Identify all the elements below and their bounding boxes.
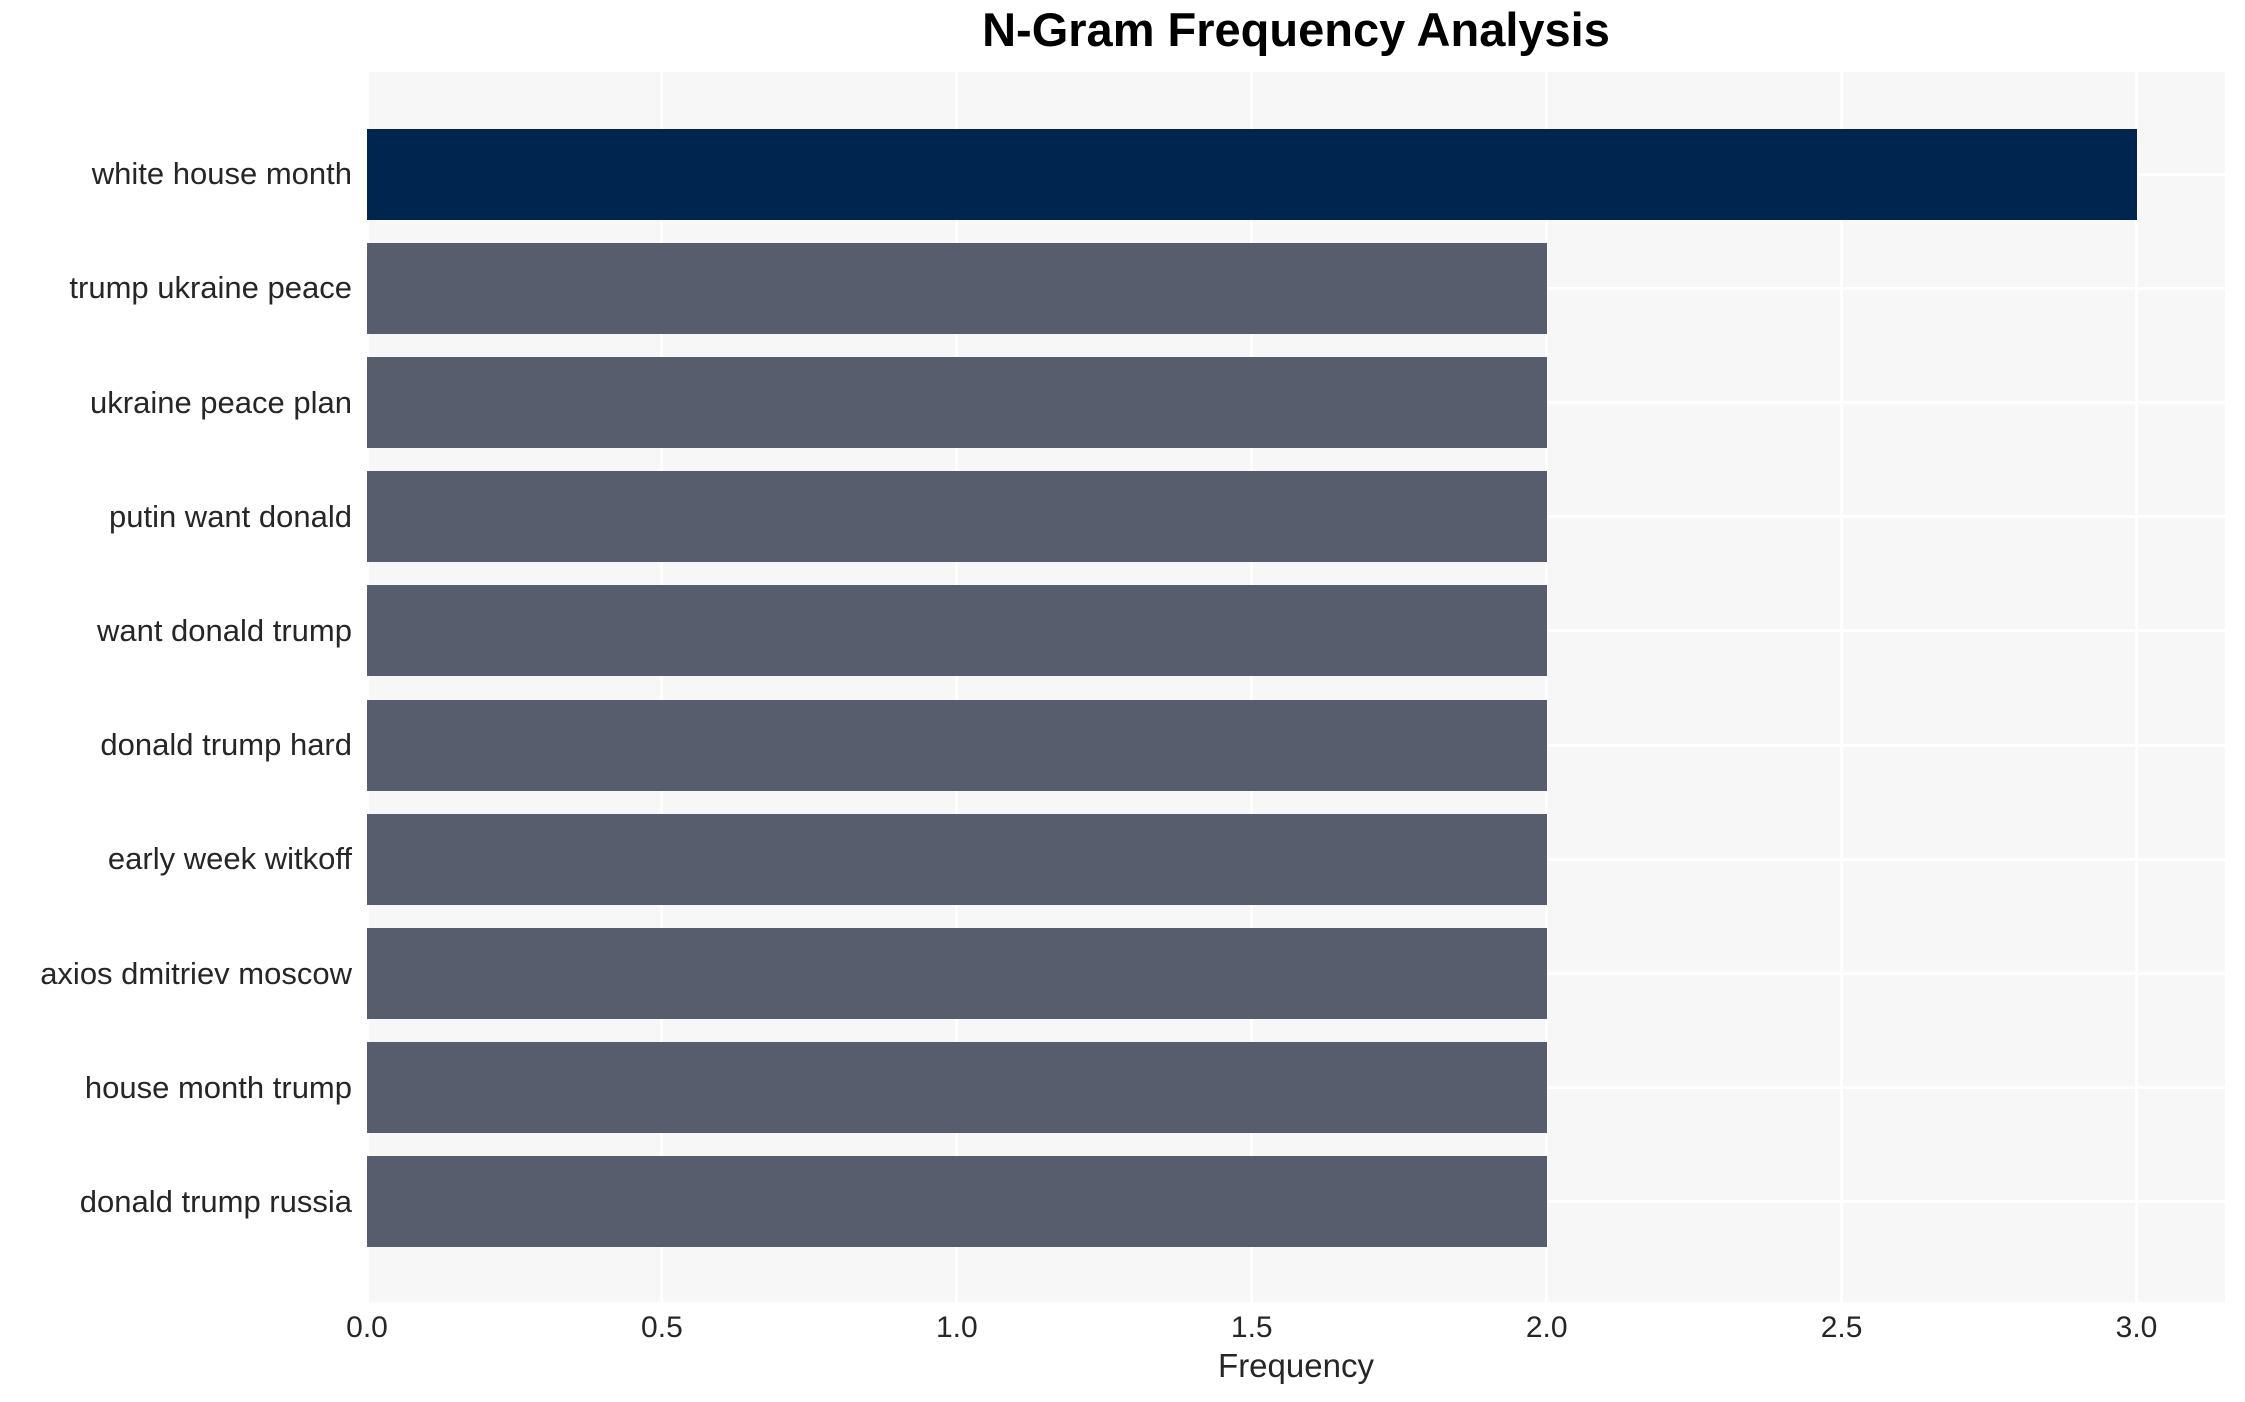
x-tick-label: 2.0	[1525, 1311, 1568, 1344]
bar-early-week-witkoff	[367, 813, 1547, 905]
category-label: early week witkoff	[107, 841, 352, 877]
x-tick-label: 3.0	[2115, 1311, 2158, 1344]
category-label: donald trump russia	[79, 1183, 352, 1219]
category-label: donald trump hard	[100, 727, 352, 763]
x-gridline	[1250, 72, 1254, 1302]
x-gridline	[2135, 72, 2139, 1302]
chart-title: N-Gram Frequency Analysis	[982, 3, 1610, 56]
category-label: white house month	[91, 156, 352, 192]
category-label: ukraine peace plan	[90, 384, 352, 420]
x-tick-label: 1.5	[1230, 1311, 1273, 1344]
x-gridline	[660, 72, 664, 1302]
x-tick-label: 0.5	[641, 1311, 683, 1344]
x-tick-label: 1.0	[935, 1311, 978, 1344]
bar-house-month-trump	[367, 1042, 1547, 1134]
x-gridline	[1840, 72, 1844, 1302]
category-label: axios dmitriev moscow	[40, 955, 352, 991]
bar-putin-want-donald	[367, 471, 1547, 563]
bar-trump-ukraine-peace	[367, 242, 1547, 334]
x-tick-label: 2.5	[1820, 1311, 1863, 1344]
category-label: trump ukraine peace	[69, 270, 352, 306]
bar-want-donald-trump	[367, 585, 1547, 677]
category-label: want donald trump	[96, 612, 352, 648]
x-gridline	[955, 72, 959, 1302]
x-tick-label: 0.0	[346, 1311, 388, 1344]
bar-white-house-month	[367, 128, 2137, 220]
bar-ukraine-peace-plan	[367, 357, 1547, 448]
x-gridline	[367, 72, 369, 1302]
x-gridline	[1545, 72, 1549, 1302]
category-label: putin want donald	[108, 498, 352, 534]
bar-axios-dmitriev-moscow	[367, 928, 1547, 1019]
category-label: house month trump	[84, 1069, 352, 1105]
bar-donald-trump-hard	[367, 699, 1547, 791]
plot-area	[367, 72, 2225, 1302]
x-axis-title: Frequency	[1218, 1347, 1374, 1384]
bar-donald-trump-russia	[367, 1156, 1547, 1248]
